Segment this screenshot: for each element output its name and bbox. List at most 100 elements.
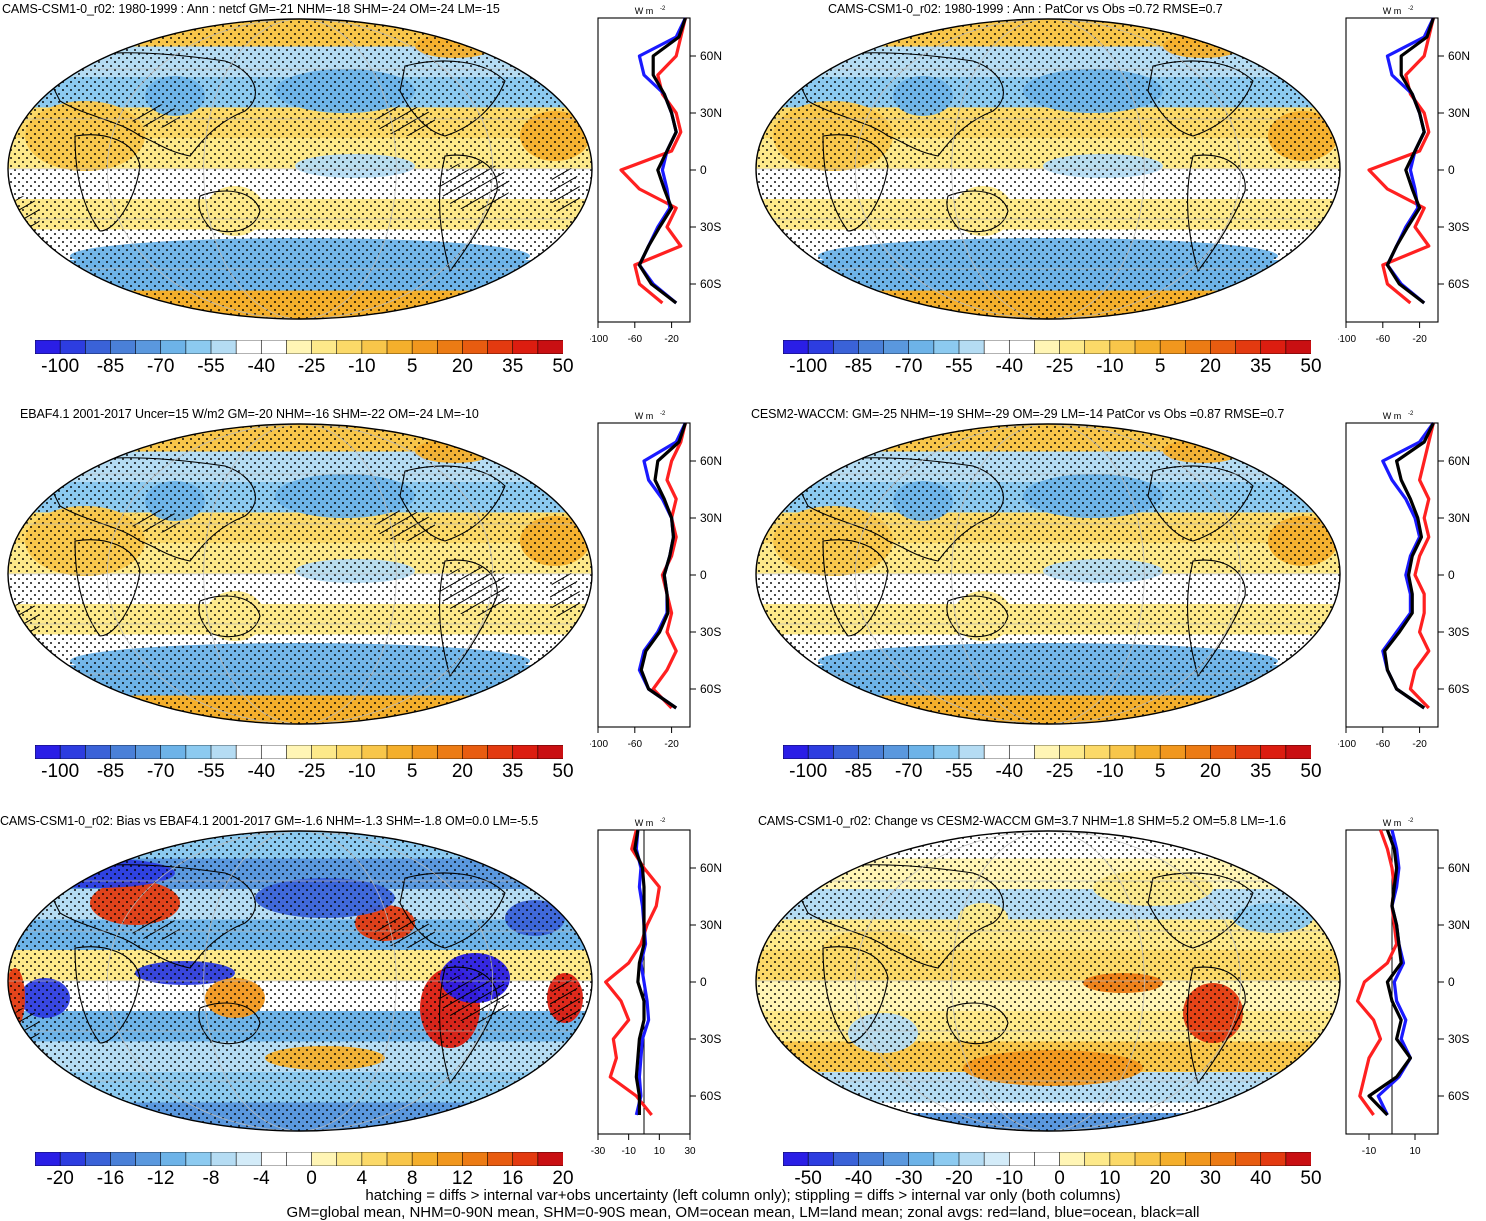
graticule-lon <box>106 19 494 319</box>
colorbar-swatch <box>84 1152 112 1166</box>
colorbar-swatch <box>235 745 263 759</box>
colorbar-swatch <box>1034 340 1061 354</box>
colorbar-swatch <box>436 745 464 759</box>
colorbar-labels: -100 -85 -70 -55 -40 -25 -10 5 20 35 50 <box>783 354 1321 378</box>
colorbar-swatch <box>411 340 439 354</box>
colorbar-tick-label: 4 <box>356 1168 368 1189</box>
panel-3: EBAF4.1 2001-2017 Uncer=15 W/m2 GM=-20 N… <box>0 405 743 811</box>
colorbar-swatch <box>1260 1152 1287 1166</box>
global-map <box>7 18 593 320</box>
zonal-frame <box>597 17 691 323</box>
colorbar-swatch <box>286 340 313 354</box>
lat-tick-label: 60N <box>1448 861 1470 875</box>
colorbar-tick-label: 5 <box>406 761 418 782</box>
hatching-overlay <box>440 973 510 1023</box>
colorbar-swatch <box>110 1152 137 1166</box>
colorbar <box>35 1152 563 1166</box>
colorbar-swatch <box>1184 340 1212 354</box>
colorbar-swatch <box>84 340 112 354</box>
colorbar-tick-label: -55 <box>197 356 225 377</box>
colorbar-labels: -20 -16 -12 -8 -4 0 4 8 12 16 20 <box>35 1166 573 1190</box>
colorbar-tick-label: 20 <box>1199 356 1221 377</box>
colorbar-swatch <box>210 1152 237 1166</box>
coastline <box>494 39 538 63</box>
map-anomaly <box>8 439 115 463</box>
zonal-frame <box>1345 17 1439 323</box>
colorbar <box>35 340 563 354</box>
colorbar-swatch <box>1260 340 1287 354</box>
colorbar-tick-label: -25 <box>297 761 326 782</box>
colorbar-tick-label: -70 <box>894 761 923 782</box>
x-tick-label: -10 <box>1362 1146 1377 1157</box>
colorbar-swatch <box>933 745 960 759</box>
colorbar-swatch <box>832 340 860 354</box>
colorbar-tick-label: -40 <box>247 761 276 782</box>
coastline <box>494 851 538 875</box>
colorbar-swatch <box>933 1152 960 1166</box>
panel-4: CESM2-WACCM: GM=-25 NHM=-19 SHM=-29 OM=-… <box>748 405 1486 811</box>
lat-tick-label: 30N <box>700 918 722 932</box>
colorbar-swatch <box>883 340 910 354</box>
colorbar-swatch <box>411 745 439 759</box>
colorbar-swatch <box>1260 745 1287 759</box>
colorbar-swatch <box>436 340 464 354</box>
colorbar-swatch <box>1285 340 1311 354</box>
x-tick-label: -20 <box>664 334 679 345</box>
colorbar-tick-label: 35 <box>502 761 524 782</box>
zonal-line-land <box>1355 829 1399 1116</box>
colorbar-swatch <box>1134 340 1161 354</box>
colorbar-tick-label: -4 <box>252 1168 270 1189</box>
colorbar-swatch <box>1109 340 1136 354</box>
hatching-overlay <box>130 509 180 533</box>
colorbar-swatch <box>783 1152 809 1166</box>
lat-tick-label: 60N <box>700 454 722 468</box>
colorbar-tick-label: 50 <box>1300 356 1322 377</box>
zonal-line-ocean <box>1381 422 1435 710</box>
hatching-overlay <box>130 104 180 128</box>
colorbar-swatch <box>185 1152 212 1166</box>
colorbar-swatch <box>361 1152 388 1166</box>
lat-tick-label: 60S <box>1448 682 1469 696</box>
colorbar-tick-label: 10 <box>1099 1168 1121 1189</box>
colorbar-swatch <box>908 340 935 354</box>
zonal-mean-plot: 60N 30N 0 30S 60S -30 -10 10 30 W m -2 <box>591 818 722 1157</box>
footer-note-2: GM=global mean, NHM=0-90N mean, SHM=0-90… <box>286 1204 1200 1221</box>
lat-tick-label: 60N <box>700 49 722 63</box>
colorbar-tick-label: -100 <box>41 356 80 377</box>
graticule-lon <box>106 831 494 1131</box>
colorbar-swatch <box>537 340 563 354</box>
lat-tick-label: 60N <box>700 861 722 875</box>
colorbar-swatch <box>858 340 885 354</box>
colorbar-swatch <box>1235 1152 1262 1166</box>
colorbar-swatch <box>235 1152 263 1166</box>
colorbar-tick-label: -25 <box>297 356 326 377</box>
colorbar-tick-label: 30 <box>1199 1168 1221 1189</box>
colorbar-swatch <box>185 745 212 759</box>
colorbar-tick-label: -70 <box>894 356 923 377</box>
unit-label: W m <box>635 411 654 421</box>
colorbar-tick-label: -40 <box>995 761 1024 782</box>
map-anomaly <box>756 439 863 463</box>
zonal-line-all <box>633 829 646 1115</box>
colorbar-swatch <box>1059 745 1086 759</box>
x-tick-label: -100 <box>1338 334 1356 345</box>
colorbar-tick-label: -85 <box>96 356 125 377</box>
colorbar-swatch <box>933 340 960 354</box>
colorbar-tick-label: 20 <box>1199 761 1221 782</box>
colorbar-tick-label: 50 <box>1300 761 1322 782</box>
colorbar-swatch <box>411 1152 439 1166</box>
colorbar-swatch <box>160 1152 187 1166</box>
colorbar-swatch <box>958 340 985 354</box>
colorbar-tick-label: -100 <box>41 761 80 782</box>
colorbar-tick-label: -10 <box>1096 356 1124 377</box>
colorbar-tick-label: -30 <box>894 1168 923 1189</box>
zonal-line-all <box>1383 422 1435 710</box>
zonal-line-land <box>604 829 661 1117</box>
colorbar-tick-label: 5 <box>1154 761 1166 782</box>
colorbar-swatch <box>537 745 563 759</box>
map-border <box>755 830 1341 1132</box>
x-tick-label: -100 <box>590 334 608 345</box>
colorbar-swatch <box>1235 340 1262 354</box>
colorbar-swatch <box>336 340 363 354</box>
unit-label: W m <box>1383 6 1402 16</box>
